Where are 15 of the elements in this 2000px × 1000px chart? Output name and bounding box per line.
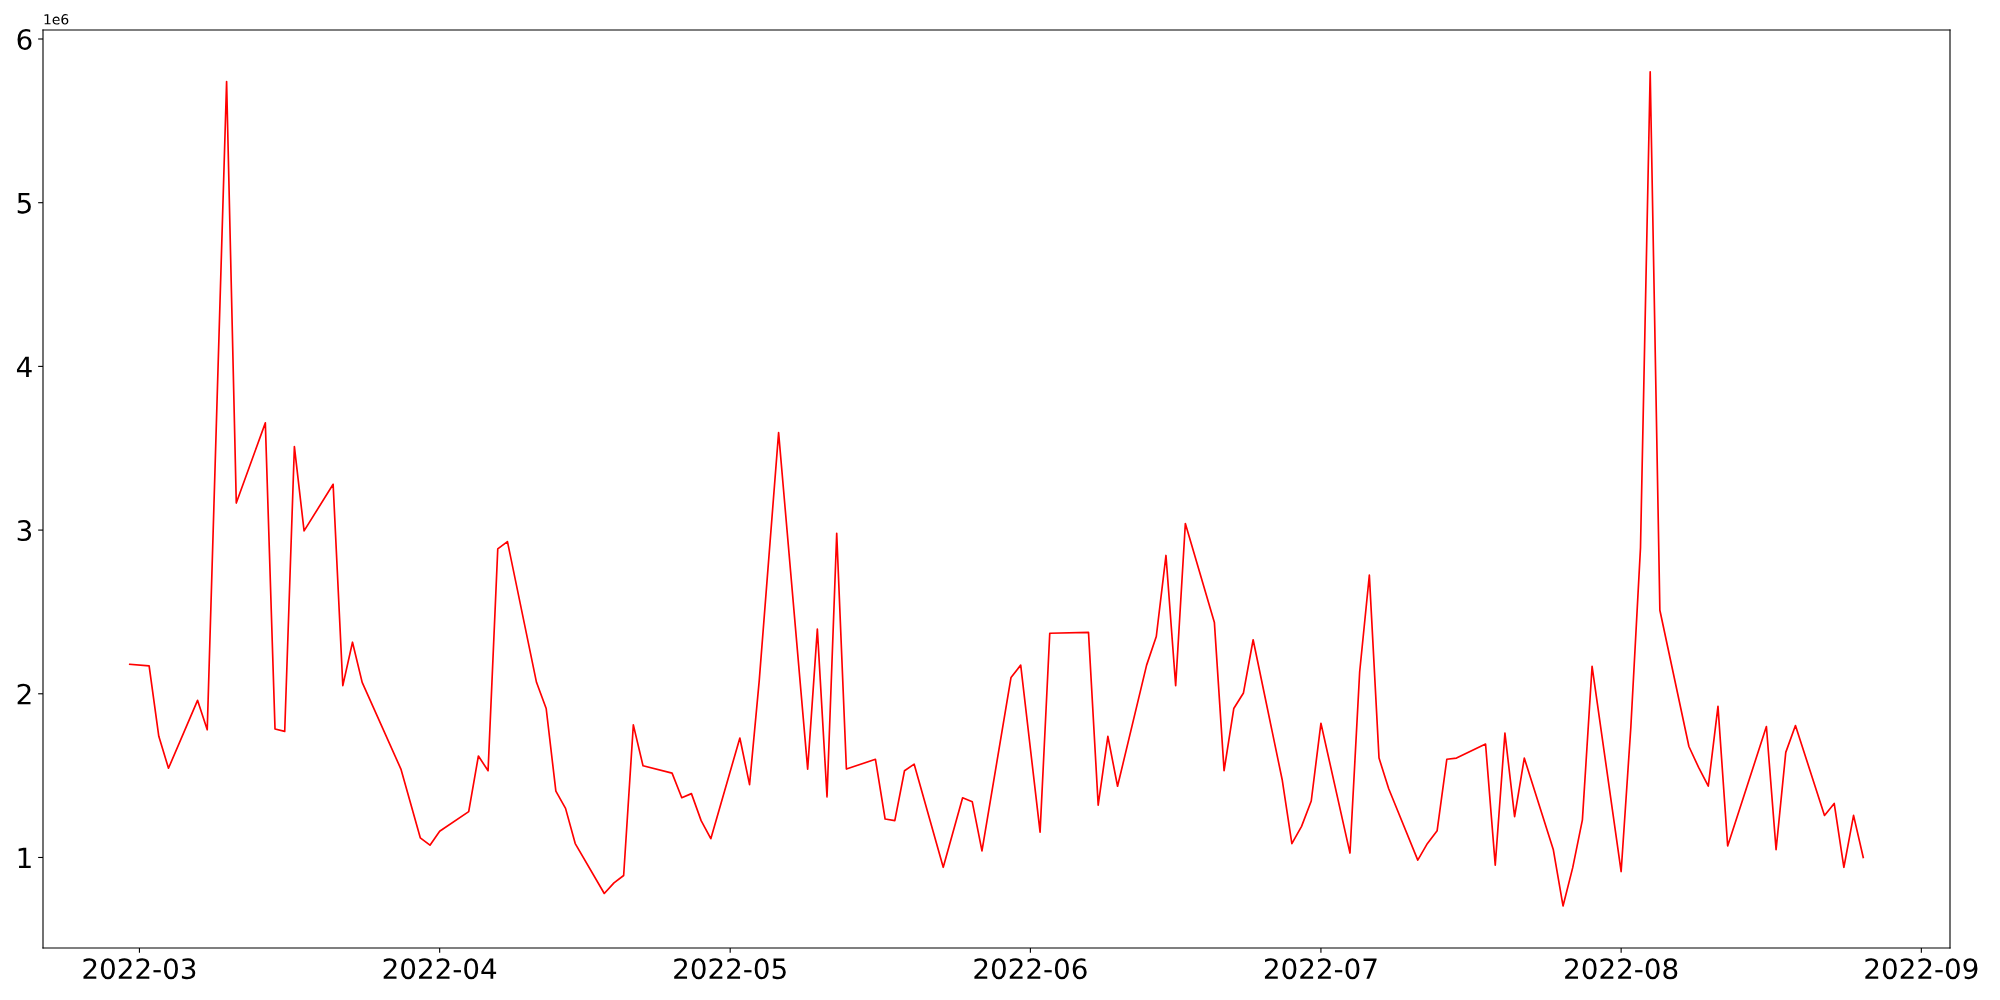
x-tick-label: 2022-03 [83, 958, 196, 980]
x-tick-label: 2022-04 [383, 958, 497, 980]
x-tick-label: 2022-06 [974, 958, 1087, 980]
y-tick-label: 3 [17, 520, 32, 542]
y-tick-label: 1 [18, 847, 31, 869]
y-tick-label: 2 [17, 683, 31, 705]
x-tick-label: 2022-05 [674, 958, 786, 980]
x-tick-label: 2022-07 [1264, 958, 1377, 980]
x-tick-label: 2022-08 [1565, 958, 1678, 980]
y-tick-label: 6 [17, 28, 32, 50]
y-tick-label: 5 [17, 193, 31, 214]
x-tick-label: 2022-09 [1865, 958, 1978, 980]
line-series [128, 70, 1865, 907]
text: 1e6 [44, 14, 69, 25]
y-tick-label: 4 [16, 356, 32, 377]
